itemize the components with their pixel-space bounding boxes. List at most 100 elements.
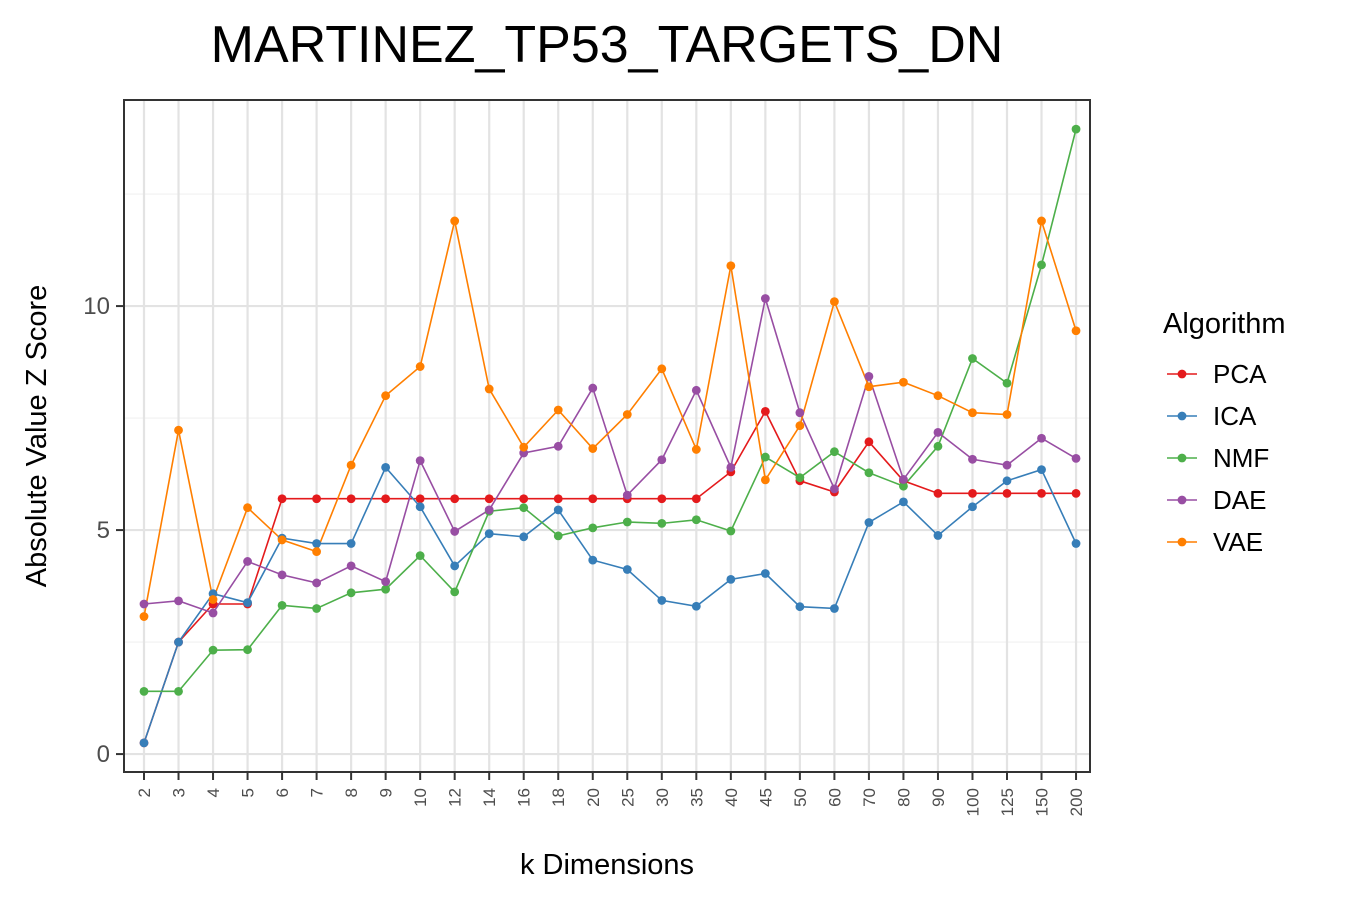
data-point-vae <box>1071 326 1081 336</box>
data-point-pca <box>691 494 701 504</box>
data-point-vae <box>933 391 943 401</box>
data-point-nmf <box>760 452 770 462</box>
data-point-nmf <box>174 686 183 696</box>
series-points <box>139 124 1081 748</box>
data-point-ica <box>726 574 736 584</box>
x-tick-label: 8 <box>342 788 361 797</box>
data-point-ica <box>830 604 839 613</box>
x-tick-label: 125 <box>998 788 1017 816</box>
data-point-vae <box>484 384 494 394</box>
grid-major <box>124 100 1090 772</box>
data-point-nmf <box>622 517 632 527</box>
legend-item-vae: VAE <box>1167 527 1263 557</box>
data-point-vae <box>553 405 563 415</box>
x-tick-label: 10 <box>411 788 430 807</box>
data-point-ica <box>139 738 149 748</box>
x-tick-label: 40 <box>722 788 741 807</box>
chart-title: MARTINEZ_TP53_TARGETS_DN <box>211 16 1004 74</box>
data-point-vae <box>795 421 805 431</box>
data-point-vae <box>346 460 356 470</box>
legend-item-pca: PCA <box>1167 359 1267 389</box>
data-point-dae <box>312 578 321 588</box>
data-point-ica <box>243 598 252 608</box>
data-point-vae <box>450 216 460 226</box>
data-point-vae <box>726 261 736 271</box>
data-point-nmf <box>312 604 321 613</box>
data-point-ica <box>484 529 494 539</box>
data-point-dae <box>795 408 805 418</box>
data-point-nmf <box>657 518 667 528</box>
legend-key-point <box>1177 537 1187 547</box>
data-point-dae <box>381 577 391 586</box>
y-tick-label: 10 <box>83 293 110 320</box>
data-point-ica <box>657 596 667 605</box>
data-point-dae <box>1037 433 1046 443</box>
data-point-vae <box>381 391 391 401</box>
data-point-dae <box>553 441 563 451</box>
data-point-vae <box>691 445 701 454</box>
data-point-dae <box>243 557 252 566</box>
data-point-pca <box>760 406 770 416</box>
data-point-ica <box>415 502 425 512</box>
series-line-ica <box>143 465 1077 744</box>
x-tick-label: 20 <box>584 788 603 807</box>
data-point-nmf <box>1002 378 1012 388</box>
data-point-pca <box>933 488 943 498</box>
data-point-dae <box>830 484 839 494</box>
data-point-vae <box>139 612 149 621</box>
data-point-nmf <box>899 481 908 491</box>
legend-items: PCA ICA NMF DAE VAE <box>1167 359 1269 557</box>
data-point-ica <box>795 602 805 612</box>
x-tick-label: 4 <box>204 788 223 797</box>
legend-label: DAE <box>1213 485 1266 515</box>
data-point-ica <box>346 539 356 548</box>
data-point-vae <box>1037 216 1046 226</box>
data-point-dae <box>277 570 287 580</box>
data-point-ica <box>381 462 391 472</box>
data-point-vae <box>899 377 908 387</box>
x-axis: 2 3 4 5 6 7 8 9 10 12 14 16 18 20 25 30 35 40 45 50 60 70 80 90… <box>135 772 1086 816</box>
data-point-ica <box>174 637 183 647</box>
x-tick-label: 45 <box>756 788 775 807</box>
data-point-pca <box>657 494 667 504</box>
data-point-nmf <box>243 645 252 655</box>
x-tick-label: 14 <box>480 788 499 807</box>
data-point-ica <box>864 518 874 527</box>
series-line-pca <box>143 409 1077 744</box>
data-point-dae <box>622 490 632 500</box>
legend-item-nmf: NMF <box>1167 443 1269 473</box>
x-tick-label: 3 <box>170 788 189 797</box>
data-point-nmf <box>726 526 736 536</box>
data-point-dae <box>588 383 598 393</box>
data-point-nmf <box>864 468 874 478</box>
data-point-ica <box>312 539 321 548</box>
data-point-vae <box>277 535 287 545</box>
x-tick-label: 150 <box>1033 788 1052 816</box>
data-point-dae <box>968 454 977 464</box>
x-tick-label: 5 <box>239 788 258 797</box>
data-point-nmf <box>830 447 839 457</box>
data-point-nmf <box>139 686 149 696</box>
x-tick-label: 2 <box>135 788 154 797</box>
data-point-nmf <box>691 515 701 525</box>
x-tick-label: 35 <box>687 788 706 807</box>
data-point-vae <box>174 425 183 435</box>
legend: Algorithm PCA ICA NMF DAE VAE <box>1163 308 1286 557</box>
data-point-nmf <box>933 441 943 451</box>
series-lines <box>143 128 1077 744</box>
data-point-nmf <box>553 531 563 541</box>
data-point-dae <box>899 475 908 484</box>
data-point-pca <box>864 437 874 447</box>
data-point-ica <box>588 555 598 565</box>
data-point-vae <box>588 444 598 453</box>
data-point-nmf <box>381 584 391 594</box>
data-point-nmf <box>450 587 460 597</box>
data-point-vae <box>830 297 839 306</box>
data-point-dae <box>760 294 770 303</box>
data-point-dae <box>1071 454 1081 463</box>
data-point-nmf <box>968 354 977 363</box>
data-point-pca <box>346 494 356 504</box>
x-tick-label: 7 <box>308 788 327 797</box>
